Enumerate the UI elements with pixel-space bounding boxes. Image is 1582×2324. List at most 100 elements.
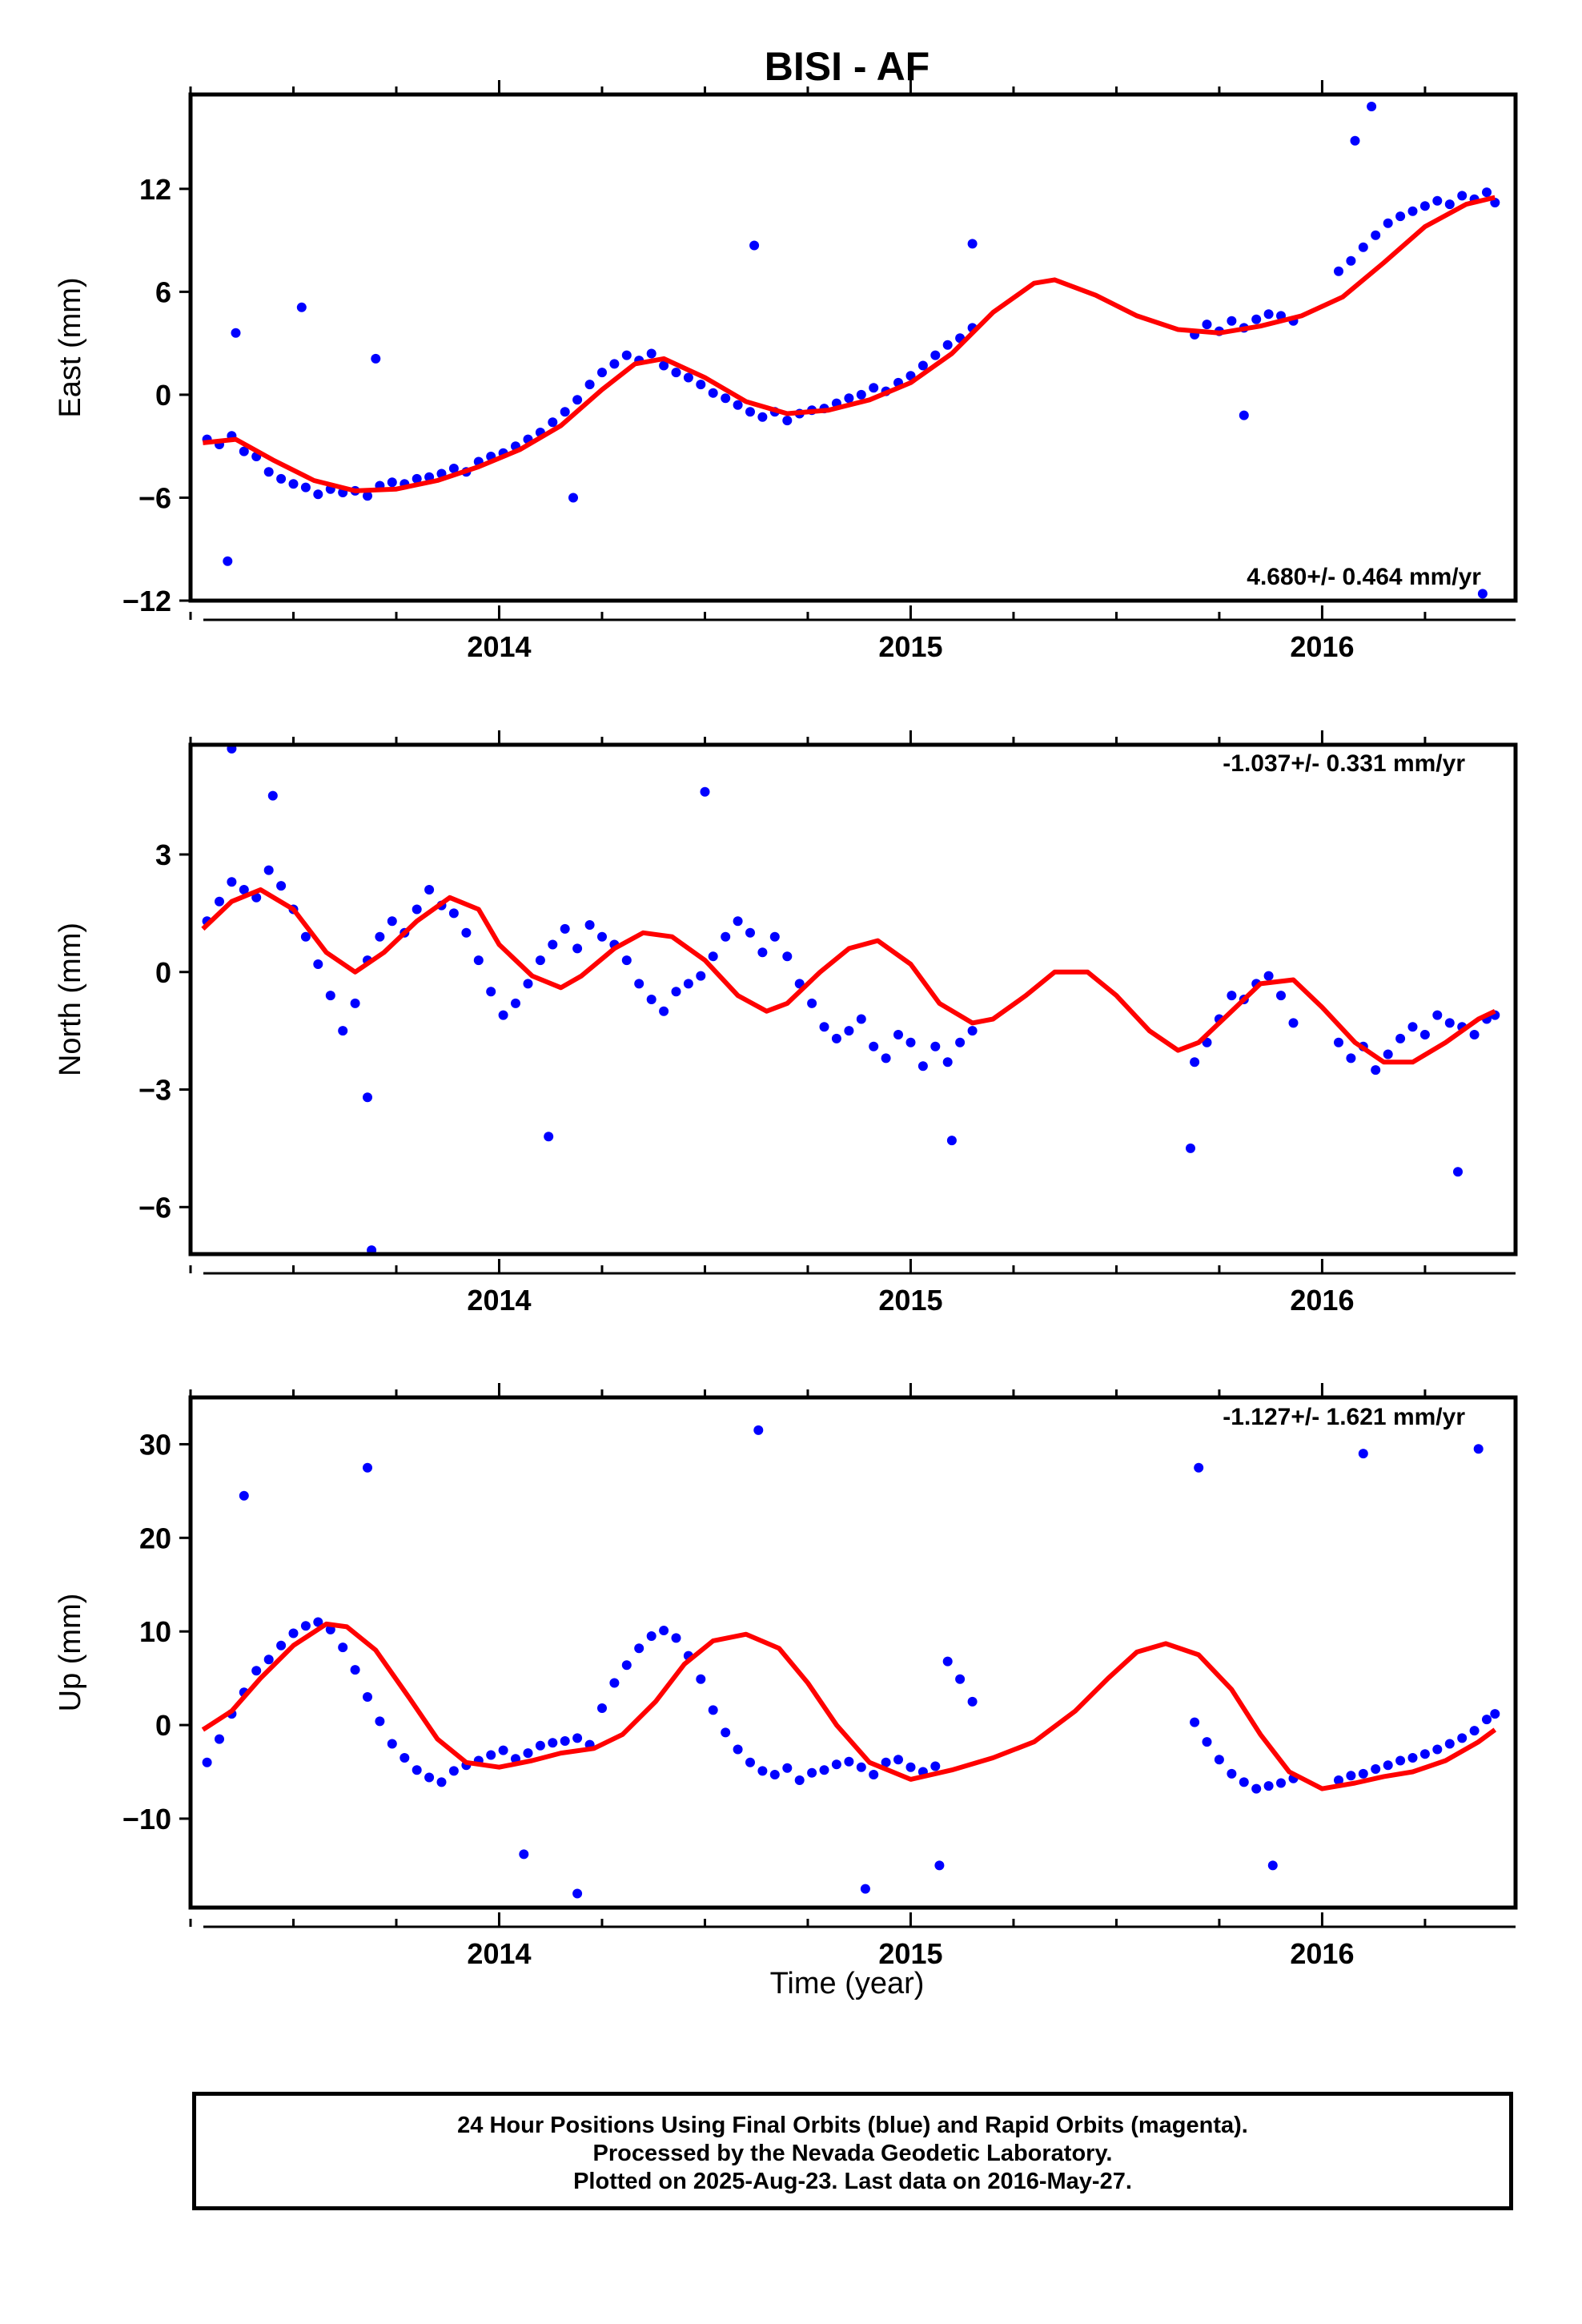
data-point — [313, 489, 323, 500]
data-point — [1251, 314, 1262, 324]
data-point — [239, 885, 249, 895]
data-point — [296, 302, 307, 312]
data-point — [535, 1740, 545, 1751]
data-point — [387, 916, 397, 927]
data-point — [1334, 1775, 1343, 1785]
data-point — [1473, 1444, 1484, 1454]
data-point — [721, 931, 731, 942]
data-point — [860, 1884, 870, 1894]
data-point — [375, 1716, 385, 1727]
data-point — [363, 1092, 372, 1103]
data-point — [708, 951, 718, 962]
data-point — [1202, 320, 1212, 330]
data-point — [646, 1631, 656, 1641]
x-tick-label: 2015 — [878, 1937, 942, 1970]
data-point — [597, 368, 607, 378]
data-point — [696, 1674, 706, 1684]
data-point — [609, 359, 620, 369]
x-tick-label: 2014 — [467, 630, 531, 663]
data-point — [461, 927, 472, 938]
data-point — [251, 892, 262, 903]
x-axis-label: Time (year) — [770, 1967, 925, 2000]
rate-annotation: 4.680+/- 0.464 mm/yr — [1247, 564, 1481, 590]
data-point — [1482, 187, 1492, 198]
y-tick-label: −6 — [139, 1191, 171, 1224]
data-point — [1432, 195, 1443, 206]
y-tick-label: −10 — [122, 1803, 171, 1835]
data-point — [856, 1762, 866, 1772]
data-point — [263, 1655, 274, 1665]
data-point — [412, 1765, 422, 1775]
y-tick-label: 0 — [155, 956, 171, 989]
data-point — [548, 417, 558, 428]
x-tick-label: 2014 — [467, 1284, 531, 1317]
data-point — [609, 1678, 620, 1688]
data-point — [794, 1775, 805, 1785]
x-tick-label: 2015 — [878, 630, 942, 663]
data-point — [523, 1748, 533, 1759]
data-point — [1276, 1778, 1286, 1788]
data-point — [231, 328, 241, 338]
data-point — [1346, 255, 1356, 266]
data-point — [1383, 1760, 1393, 1771]
data-point — [572, 1888, 583, 1899]
data-point — [367, 1245, 377, 1254]
data-point — [1371, 230, 1381, 240]
data-point — [769, 931, 780, 942]
data-point — [708, 388, 718, 398]
data-point — [288, 479, 299, 489]
data-point — [572, 943, 583, 954]
y-tick-label: 6 — [155, 275, 171, 308]
data-point — [363, 491, 372, 501]
data-point — [967, 1696, 978, 1707]
data-point — [745, 1757, 755, 1767]
data-point — [856, 1014, 866, 1024]
data-point — [733, 916, 743, 927]
data-point — [942, 340, 953, 350]
data-point — [1444, 1739, 1455, 1749]
data-point — [424, 1772, 435, 1783]
data-point — [1190, 1717, 1200, 1727]
data-point — [696, 380, 706, 390]
data-point — [1367, 102, 1377, 111]
data-point — [1407, 1753, 1418, 1763]
data-point — [548, 1738, 558, 1748]
data-point — [375, 931, 385, 942]
data-point — [819, 1765, 829, 1775]
data-point — [300, 931, 311, 942]
data-point — [535, 955, 545, 966]
data-point — [757, 1766, 768, 1776]
data-point — [276, 881, 287, 891]
data-point — [1469, 1726, 1480, 1736]
data-point — [1453, 1167, 1463, 1177]
y-tick-label: −3 — [139, 1074, 171, 1107]
data-point — [1395, 211, 1406, 222]
data-point — [363, 1462, 372, 1473]
data-point — [1263, 971, 1274, 981]
rate-annotation: -1.127+/- 1.621 mm/yr — [1223, 1404, 1465, 1430]
x-tick-label: 2015 — [878, 1284, 942, 1317]
data-point — [634, 1643, 644, 1654]
data-point — [745, 927, 755, 938]
data-point — [753, 1425, 764, 1435]
data-point — [1346, 1771, 1356, 1781]
data-point — [671, 1633, 681, 1643]
panel-frame — [188, 92, 1518, 603]
data-point — [659, 1626, 669, 1635]
data-point — [671, 368, 681, 378]
data-point — [300, 482, 311, 493]
data-point — [1482, 1715, 1492, 1725]
data-point — [523, 979, 533, 989]
data-point — [782, 1763, 793, 1773]
data-point — [749, 240, 760, 251]
data-point — [215, 896, 224, 907]
data-point — [1371, 1764, 1381, 1774]
data-point — [659, 360, 669, 371]
y-tick-label: 0 — [155, 1709, 171, 1742]
data-point — [1432, 1010, 1443, 1020]
data-point — [597, 1703, 607, 1713]
data-point — [745, 407, 755, 417]
data-point — [671, 987, 681, 997]
data-point — [757, 947, 768, 958]
data-point — [1214, 1755, 1224, 1765]
